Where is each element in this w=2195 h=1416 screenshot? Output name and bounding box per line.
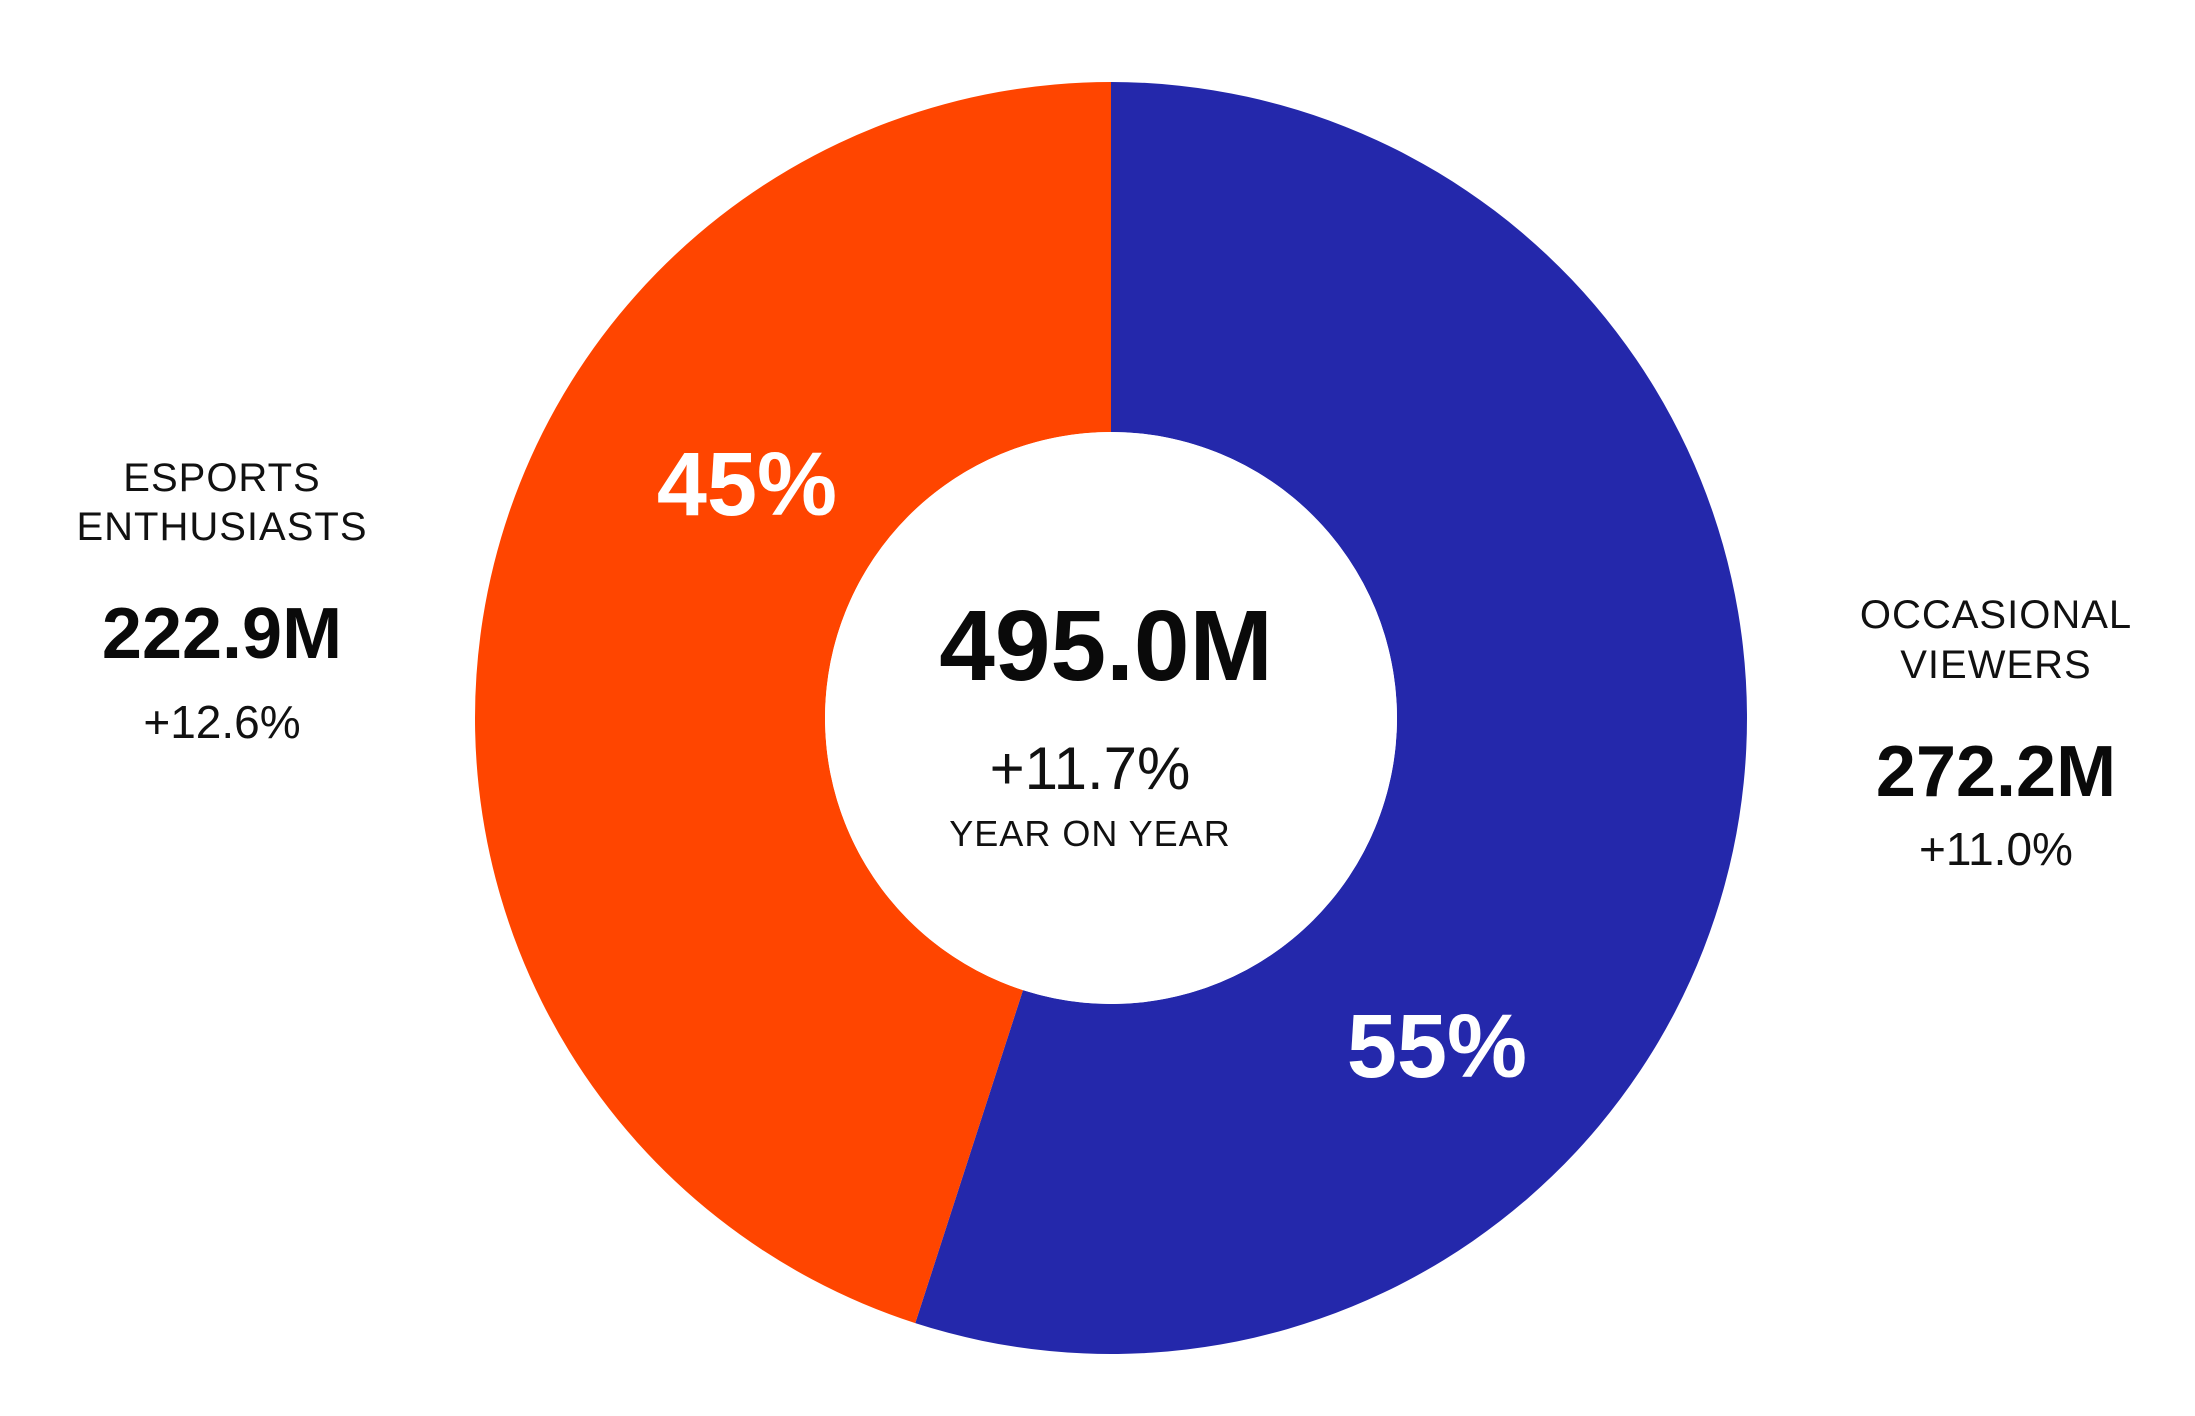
enthusiasts-percent-label: 45% <box>657 435 837 535</box>
enthusiasts-change: +12.6% <box>143 696 300 748</box>
enthusiasts-value: 222.9M <box>102 594 342 674</box>
occasional-value: 272.2M <box>1876 732 2116 812</box>
donut-center-hole <box>825 432 1397 1004</box>
donut-slices <box>475 82 1748 1355</box>
occasional-change: +11.0% <box>1919 823 2073 875</box>
occasional-label-line-1: OCCASIONAL <box>1860 593 2132 637</box>
occasional-label-group: OCCASIONAL VIEWERS 272.2M +11.0% <box>1860 593 2132 875</box>
occasional-percent-label: 55% <box>1347 997 1527 1097</box>
donut-slice-enthusiasts <box>475 82 1111 1324</box>
enthusiasts-label-line-1: ESPORTS <box>123 456 320 500</box>
center-summary: 495.0M +11.7% YEAR ON YEAR <box>939 590 1273 854</box>
center-total-value: 495.0M <box>939 590 1273 702</box>
enthusiasts-label-group: ESPORTS ENTHUSIASTS 222.9M +12.6% <box>76 456 367 748</box>
center-total-change: +11.7% <box>990 735 1191 802</box>
occasional-label-line-2: VIEWERS <box>1900 643 2091 687</box>
center-caption: YEAR ON YEAR <box>949 813 1230 854</box>
enthusiasts-label-line-2: ENTHUSIASTS <box>76 505 367 549</box>
donut-slice-occasional <box>915 82 1748 1355</box>
